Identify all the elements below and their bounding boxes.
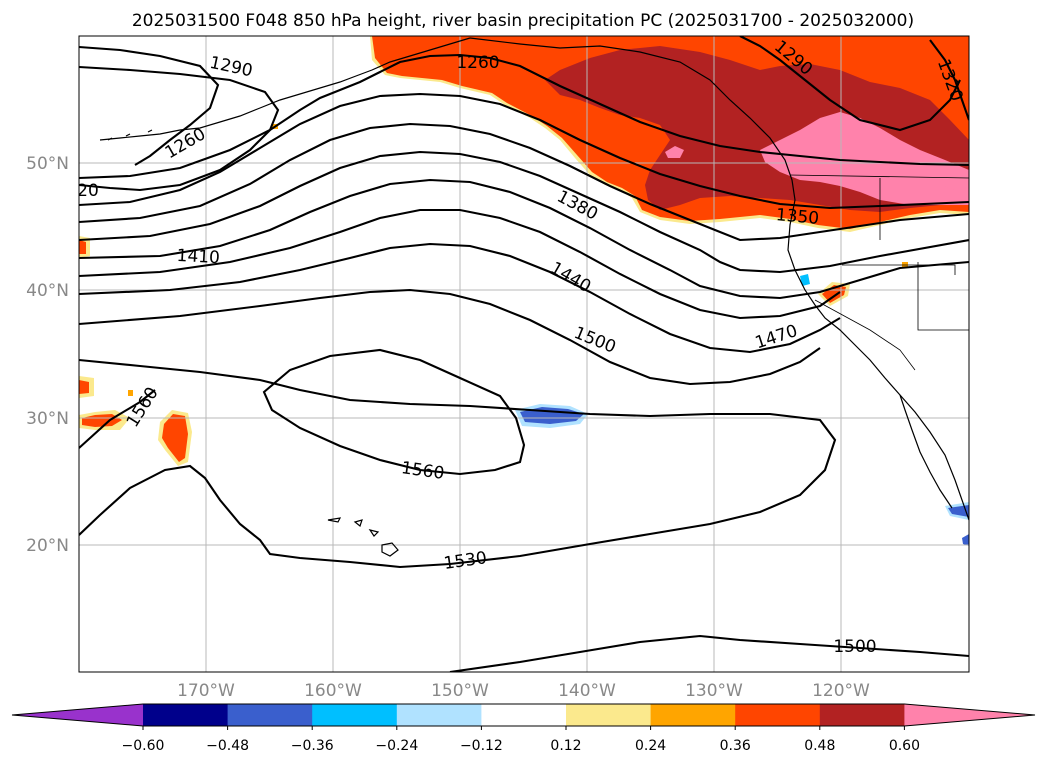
- colorbar-tick-label: −0.12: [460, 738, 503, 754]
- colorbar-bin: [650, 704, 736, 726]
- map-title: 2025031500 F048 850 hPa height, river ba…: [132, 11, 914, 31]
- gridlines: [79, 36, 969, 672]
- contour-label: 1350: [775, 205, 820, 229]
- latitude-labels: 50°N 40°N 30°N 20°N: [26, 154, 69, 556]
- colorbar-bin: [481, 704, 567, 726]
- contour-label: 1410: [176, 246, 220, 268]
- colorbar-bin: [227, 704, 313, 726]
- precip-fill-patches: [79, 124, 908, 466]
- colorbar-bin: [396, 704, 482, 726]
- lon-label: 170°W: [177, 681, 235, 701]
- colorbar-bin: [566, 704, 652, 726]
- lon-label: 140°W: [558, 681, 616, 701]
- map-frame: [78, 35, 970, 673]
- lat-label: 20°N: [26, 536, 69, 556]
- height-contours: [79, 36, 969, 672]
- colorbar-tick-label: −0.36: [291, 738, 334, 754]
- lat-label: 50°N: [26, 154, 69, 174]
- colorbar-tick-label: 0.60: [889, 738, 920, 754]
- colorbar-tick-label: −0.48: [206, 738, 249, 754]
- colorbar: [11, 703, 1036, 727]
- lat-label: 40°N: [26, 281, 69, 301]
- lon-label: 130°W: [685, 681, 743, 701]
- map-area: 1290 1260 1260 1290 1320 20 1380 1350 14…: [77, 36, 969, 672]
- contour-label: 1260: [456, 53, 499, 73]
- contour-label: 20: [77, 181, 99, 201]
- colorbar-tick-label: 0.24: [635, 738, 666, 754]
- colorbar-extend-max: [904, 704, 1035, 726]
- colorbar-tick-label: −0.60: [122, 738, 165, 754]
- colorbar-ticks: −0.60 −0.48 −0.36 −0.24 −0.12 0.12 0.24 0.36 0.4…: [122, 726, 920, 754]
- colorbar-tick-label: 0.12: [550, 738, 581, 754]
- coastlines: [99, 37, 969, 557]
- colorbar-tick-label: 0.36: [720, 738, 751, 754]
- colorbar-bin: [143, 704, 229, 726]
- lat-label: 30°N: [26, 409, 69, 429]
- colorbar-tick-label: 0.48: [804, 738, 835, 754]
- lon-label: 150°W: [431, 681, 489, 701]
- colorbar-bin: [735, 704, 821, 726]
- colorbar-bin: [819, 704, 905, 726]
- colorbar-tick-label: −0.24: [375, 738, 418, 754]
- colorbar-bin: [312, 704, 398, 726]
- lon-label: 160°W: [304, 681, 362, 701]
- contour-label: 1500: [833, 637, 876, 657]
- colorbar-extend-min: [12, 704, 143, 726]
- lon-label: 120°W: [812, 681, 870, 701]
- longitude-labels: 170°W 160°W 150°W 140°W 130°W 120°W: [177, 681, 870, 701]
